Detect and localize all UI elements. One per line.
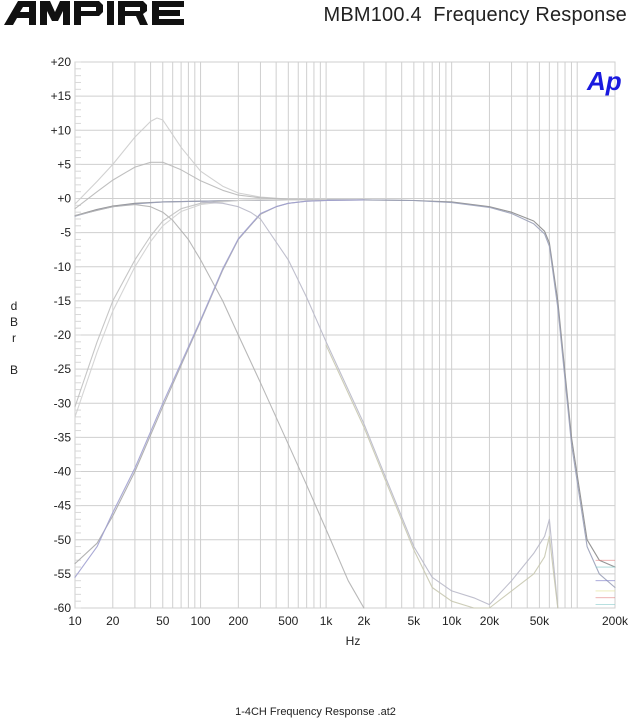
x-tick-label: 200 bbox=[228, 614, 248, 628]
y-tick-label: -50 bbox=[54, 533, 72, 547]
y-tick-label: +5 bbox=[57, 157, 71, 171]
y-tick-label: -45 bbox=[54, 499, 72, 513]
trace-line bbox=[74, 199, 616, 589]
ap-logo: Ap bbox=[586, 66, 622, 96]
trace-line bbox=[74, 199, 365, 578]
x-tick-label: 2k bbox=[358, 614, 372, 628]
x-tick-labels: 10 20 50 100 200 500 1k 2k 5k 10k 20k 50k 200k bbox=[68, 614, 629, 628]
x-tick-label: 500 bbox=[278, 614, 298, 628]
x-tick-label: 10 bbox=[68, 614, 82, 628]
trace-line bbox=[325, 344, 559, 609]
y-axis-label: d B r B bbox=[8, 298, 20, 378]
footer-filename: 1-4CH Frequency Response .at2 bbox=[235, 706, 396, 718]
x-tick-label: 20k bbox=[480, 614, 500, 628]
y-axis-label-letter: B bbox=[9, 363, 18, 377]
y-tick-label: -55 bbox=[54, 567, 72, 581]
y-tick-label: -60 bbox=[54, 601, 72, 615]
y-tick-label: +10 bbox=[51, 123, 72, 137]
trace-line bbox=[74, 161, 327, 210]
y-tick-labels: +20 +15 +10 +5 +0 -5 -10 -15 -20 -25 -30 -35 -40 -45 -… bbox=[51, 55, 72, 615]
y-tick-label: -30 bbox=[54, 396, 72, 410]
brand-logo bbox=[4, 0, 220, 26]
y-tick-label: -25 bbox=[54, 362, 72, 376]
y-tick-label: -40 bbox=[54, 465, 72, 479]
y-tick-label: -5 bbox=[60, 226, 71, 240]
y-axis-label-letter: d bbox=[10, 299, 18, 313]
plot-traces bbox=[74, 117, 616, 609]
x-tick-label: 50 bbox=[156, 614, 170, 628]
y-axis-label-letter: B bbox=[9, 315, 18, 329]
x-tick-label: 50k bbox=[530, 614, 550, 628]
trace-line bbox=[74, 117, 327, 205]
y-tick-label: -15 bbox=[54, 294, 72, 308]
x-tick-label: 20 bbox=[106, 614, 120, 628]
trace-line bbox=[74, 204, 365, 609]
trace-line bbox=[200, 201, 559, 609]
ampire-logo-icon bbox=[4, 1, 184, 25]
plot-grid bbox=[74, 61, 616, 609]
y-tick-label: -20 bbox=[54, 328, 72, 342]
x-tick-label: 10k bbox=[442, 614, 462, 628]
x-tick-label: 100 bbox=[191, 614, 211, 628]
y-axis-label-letter: r bbox=[12, 331, 16, 345]
x-tick-label: 5k bbox=[408, 614, 422, 628]
y-minor-ticks bbox=[75, 61, 81, 609]
x-tick-label: 200k bbox=[602, 614, 629, 628]
y-tick-label: +15 bbox=[51, 89, 72, 103]
trace-line bbox=[74, 199, 327, 418]
chart-title: MBM100.4 Frequency Response bbox=[323, 4, 627, 26]
y-tick-label: -35 bbox=[54, 430, 72, 444]
y-tick-label: +0 bbox=[57, 192, 71, 206]
y-tick-label: -10 bbox=[54, 260, 72, 274]
x-axis-label: Hz bbox=[345, 634, 361, 648]
y-tick-label: +20 bbox=[51, 55, 72, 69]
x-tick-label: 1k bbox=[320, 614, 334, 628]
